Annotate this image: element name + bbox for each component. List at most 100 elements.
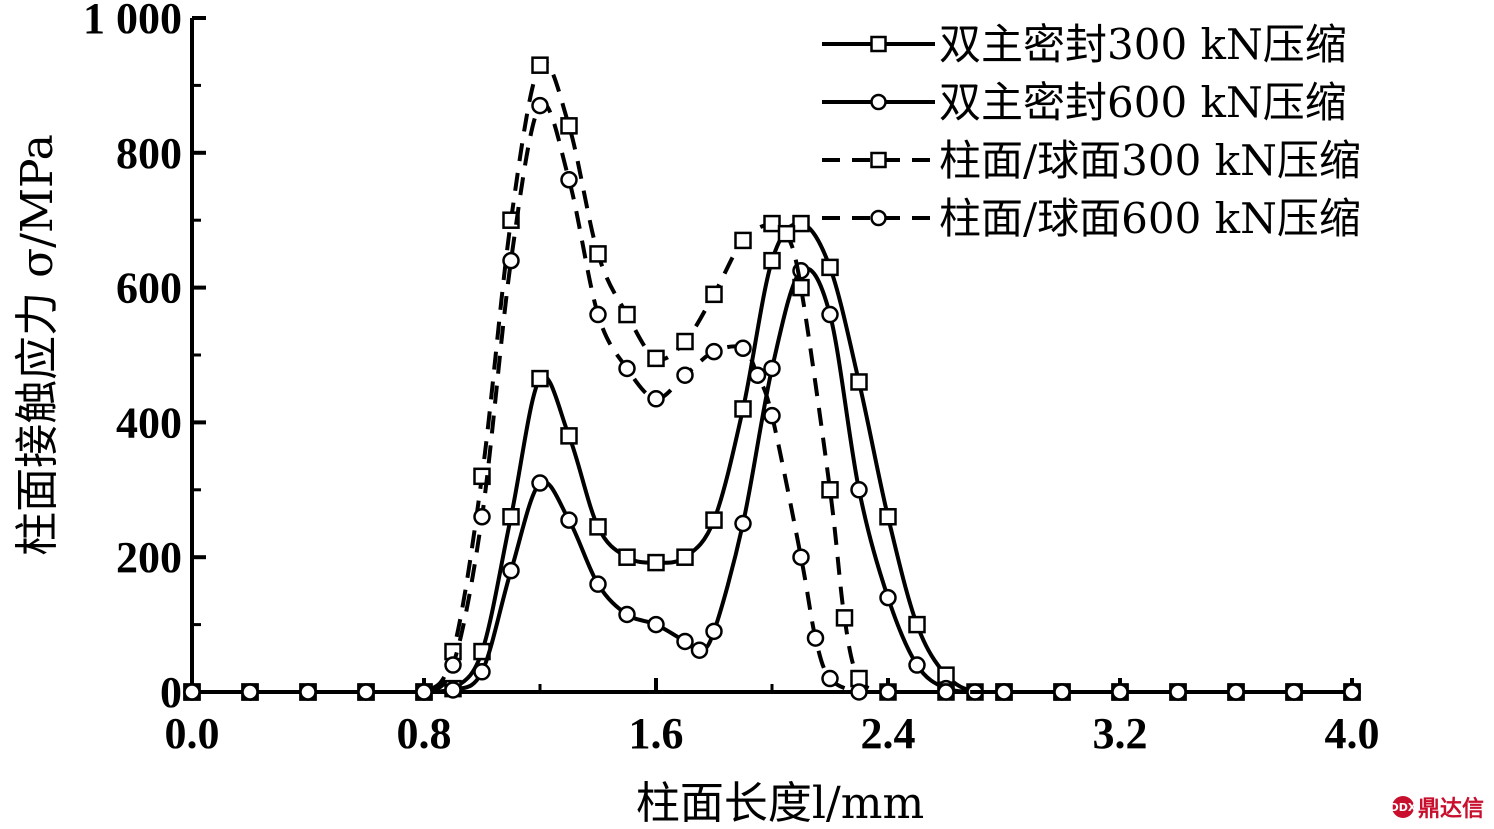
data-point — [821, 258, 839, 277]
legend-swatch-marker — [870, 93, 887, 111]
data-point — [502, 508, 520, 526]
data-point — [589, 305, 607, 324]
data-point — [647, 553, 665, 572]
data-point — [734, 231, 752, 250]
data-point — [618, 605, 636, 624]
data-point — [792, 214, 810, 233]
data-point — [473, 663, 491, 681]
data-point — [531, 369, 549, 388]
x-tick-label: 0.0 — [165, 709, 220, 758]
series-3 — [183, 96, 1361, 701]
data-point — [357, 683, 375, 701]
data-point — [531, 474, 549, 492]
y-tick-label: 600 — [116, 264, 182, 313]
data-point — [792, 278, 810, 297]
data-point — [763, 359, 781, 378]
data-point — [473, 508, 491, 526]
data-point — [763, 406, 781, 425]
series-layer — [183, 56, 1361, 701]
data-point — [560, 511, 578, 529]
data-point — [734, 339, 752, 358]
data-point — [748, 366, 767, 384]
data-point — [1227, 683, 1245, 701]
data-point — [705, 342, 723, 361]
data-point — [705, 622, 723, 641]
data-point — [879, 508, 897, 526]
legend-swatch-marker — [870, 151, 887, 169]
data-point — [589, 575, 607, 593]
data-point — [1053, 683, 1071, 701]
data-point — [676, 632, 694, 651]
data-point — [850, 373, 868, 391]
x-tick-label: 4.0 — [1325, 709, 1380, 758]
data-point — [792, 548, 810, 566]
data-point — [705, 285, 723, 304]
data-point — [647, 615, 665, 634]
data-point — [937, 683, 955, 701]
series-0 — [183, 214, 1361, 701]
data-point — [763, 251, 781, 270]
data-point — [560, 171, 578, 189]
data-point — [850, 481, 868, 499]
watermark: DDX 鼎达信 — [1390, 791, 1484, 823]
data-point — [734, 514, 752, 533]
data-point — [502, 561, 520, 580]
data-point — [560, 427, 578, 445]
x-tick-label: 1.6 — [629, 709, 684, 758]
data-point — [618, 305, 636, 324]
series-line — [192, 221, 1352, 694]
data-point — [502, 251, 520, 270]
data-point — [908, 656, 926, 674]
data-point — [618, 548, 636, 566]
legend-label: 柱面/球面600 kN压缩 — [939, 194, 1361, 243]
data-point — [850, 683, 868, 701]
data-point — [1285, 683, 1303, 701]
data-point — [560, 117, 578, 135]
x-tick-label: 2.4 — [861, 709, 916, 758]
data-point — [183, 683, 201, 701]
legend-swatch-marker — [870, 209, 887, 227]
data-point — [879, 588, 897, 607]
x-axis-title: 柱面长度l/mm — [636, 778, 924, 829]
y-tick-label: 800 — [116, 129, 182, 178]
data-point — [835, 609, 854, 627]
data-point — [705, 511, 723, 529]
tick-labels: 0.0 0.8 1.6 2.4 3.2 4.0 0 200 400 600 800 1 000 — [83, 0, 1380, 758]
data-point — [589, 518, 607, 536]
y-tick-label: 200 — [116, 533, 182, 582]
data-point — [647, 390, 665, 408]
data-point — [531, 96, 549, 115]
y-tick-label: 1 000 — [83, 0, 182, 43]
data-point — [763, 214, 781, 233]
data-point — [444, 656, 462, 674]
data-point — [647, 349, 665, 368]
data-point — [879, 683, 897, 701]
data-point — [589, 245, 607, 263]
legend-label: 柱面/球面300 kN压缩 — [939, 136, 1361, 185]
data-point — [1111, 683, 1129, 701]
y-axis-title: 柱面接触应力 σ/MPa — [12, 134, 63, 556]
data-point — [444, 681, 462, 699]
data-point — [676, 332, 694, 351]
data-point — [777, 224, 796, 243]
data-point — [1343, 683, 1361, 701]
data-point — [241, 683, 259, 701]
data-point — [821, 669, 839, 688]
data-point — [995, 683, 1013, 701]
data-point — [531, 56, 549, 74]
series-line — [192, 266, 1352, 694]
data-point — [676, 366, 694, 384]
data-point — [908, 615, 926, 634]
x-tick-label: 0.8 — [397, 709, 452, 758]
legend-swatch-marker — [870, 35, 887, 53]
data-point — [690, 641, 709, 659]
y-tick-label: 400 — [116, 398, 182, 447]
legend-label: 双主密封600 kN压缩 — [939, 78, 1347, 127]
legend-label: 双主密封300 kN压缩 — [939, 20, 1347, 69]
data-point — [821, 305, 839, 324]
data-point — [734, 400, 752, 418]
data-point — [299, 683, 317, 701]
data-point — [415, 683, 433, 701]
